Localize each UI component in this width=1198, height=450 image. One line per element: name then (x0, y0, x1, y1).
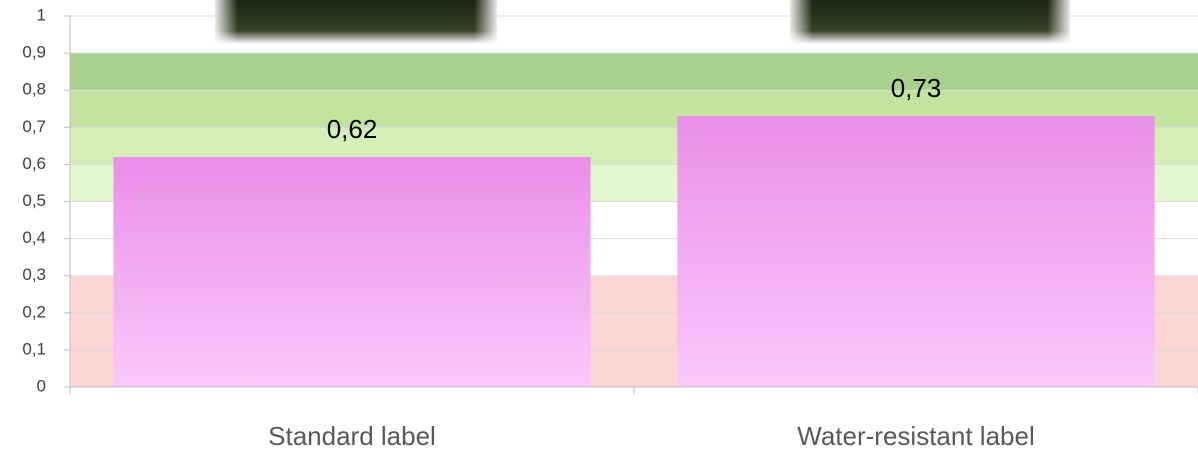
data-label: 0,73 (891, 73, 942, 103)
y-tick-label: 0,8 (22, 80, 46, 99)
y-tick-label: 1 (37, 5, 46, 24)
bottle-images (215, 0, 1070, 44)
chart: 0 0,1 0,2 0,3 0,4 0,5 0,6 0,7 0,8 0,9 1 Standard la… (0, 0, 1198, 450)
x-tick-label: Standard label (268, 421, 436, 450)
x-tick-label: Water-resistant label (797, 421, 1034, 450)
y-tick-label: 0,3 (22, 265, 46, 284)
bar (113, 157, 590, 387)
y-tick-label: 0,9 (22, 43, 46, 62)
y-tick-label: 0,2 (22, 302, 46, 321)
y-tick-label: 0 (37, 376, 46, 395)
y-tick-label: 0,7 (22, 117, 46, 136)
bar (677, 116, 1154, 387)
y-tick-label: 0,1 (22, 339, 46, 358)
y-tick-label: 0,4 (22, 228, 46, 247)
y-tick-label: 0,6 (22, 154, 46, 173)
y-tick-label: 0,5 (22, 191, 46, 210)
background-band (70, 53, 1198, 90)
data-label: 0,62 (327, 114, 378, 144)
